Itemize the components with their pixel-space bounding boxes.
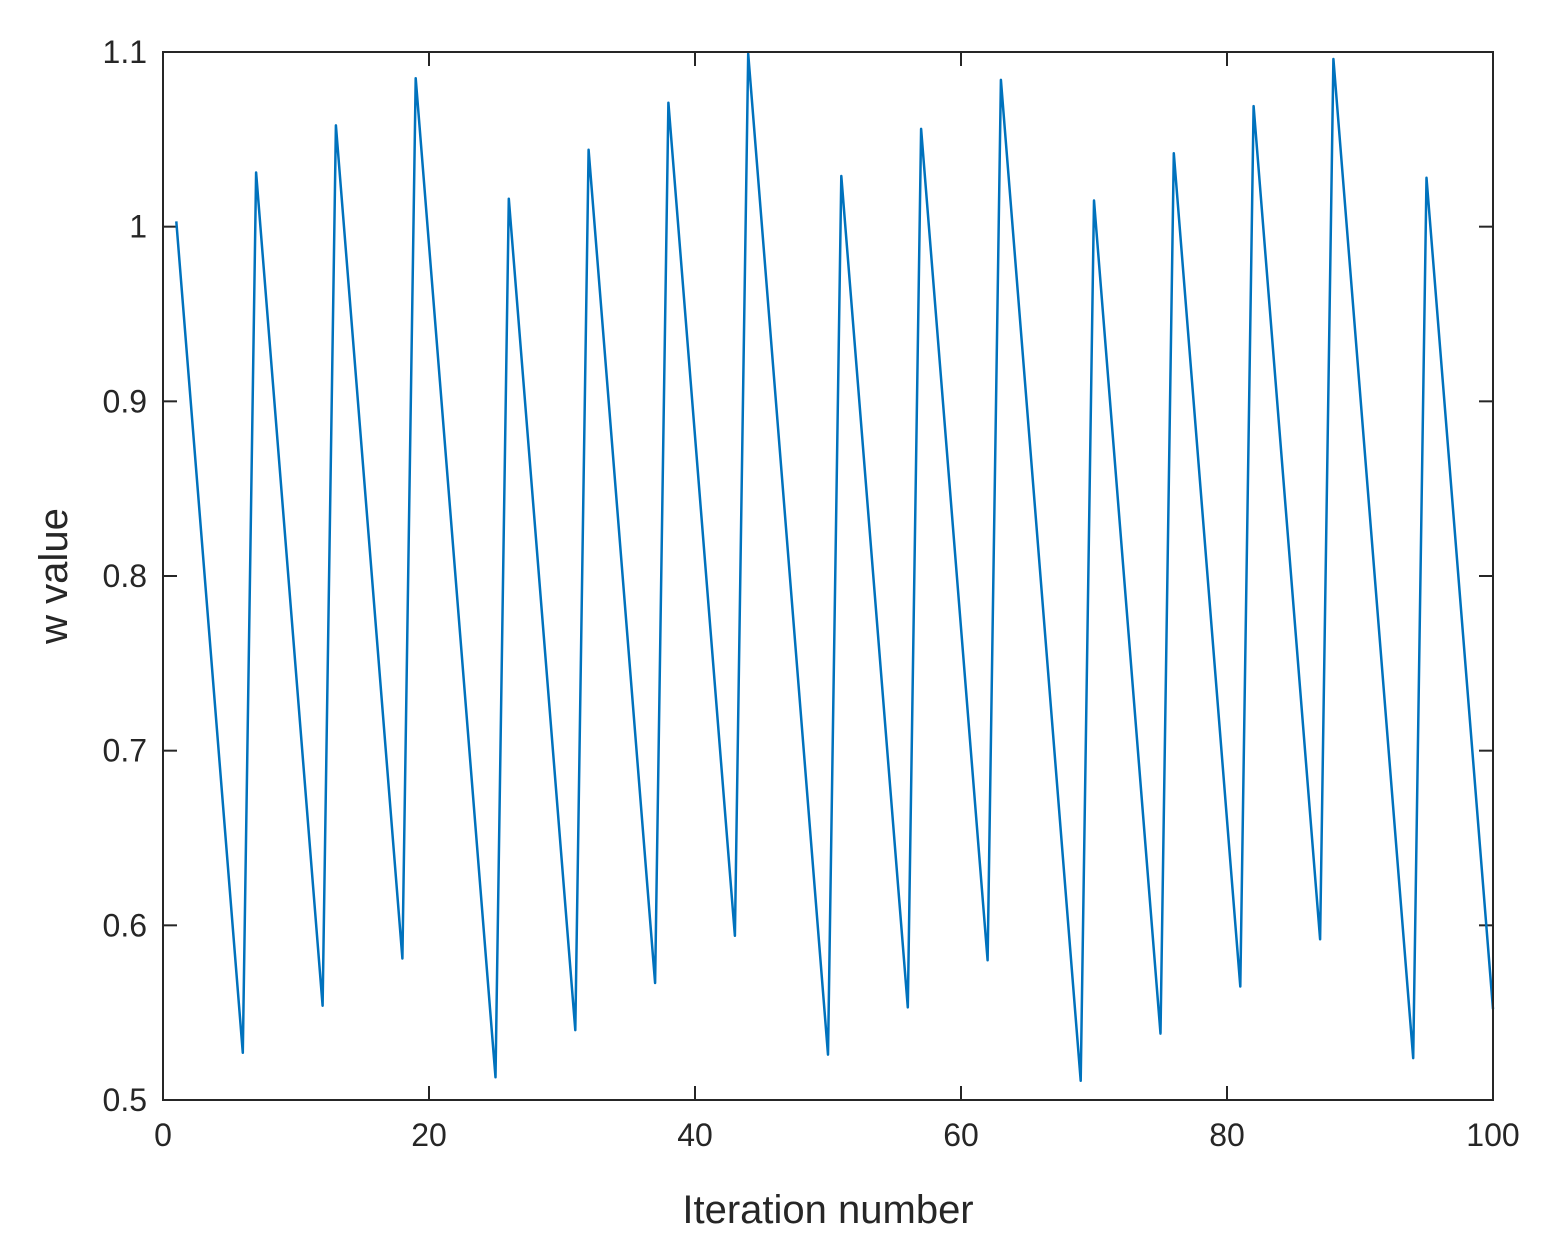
x-tick-label: 20: [411, 1117, 447, 1153]
axes-box: [162, 51, 1494, 1101]
y-tick-label: 0.5: [103, 1082, 147, 1118]
x-tick-label: 40: [677, 1117, 713, 1153]
x-tick-label: 100: [1466, 1117, 1519, 1153]
y-tick-label: 0.9: [103, 383, 147, 419]
axis-ticks: [162, 51, 1494, 1101]
y-tick-label: 0.6: [103, 907, 147, 943]
y-tick-label: 0.8: [103, 558, 147, 594]
x-tick-label: 80: [1209, 1117, 1245, 1153]
y-tick-label: 1: [129, 209, 147, 245]
plot-area: [175, 52, 1495, 1083]
x-tick-label: 60: [943, 1117, 979, 1153]
y-tick-label: 0.7: [103, 733, 147, 769]
series-line: [175, 52, 1495, 1083]
y-axis-label: w value: [32, 508, 76, 645]
x-tick-label: 0: [154, 1117, 172, 1153]
x-axis-label: Iteration number: [682, 1188, 973, 1232]
y-tick-label: 1.1: [103, 34, 147, 70]
tick-labels: 0 20 40 60 80 100 0.5 0.6 0.7 0.8 0.9 1 1.1: [103, 34, 1520, 1153]
